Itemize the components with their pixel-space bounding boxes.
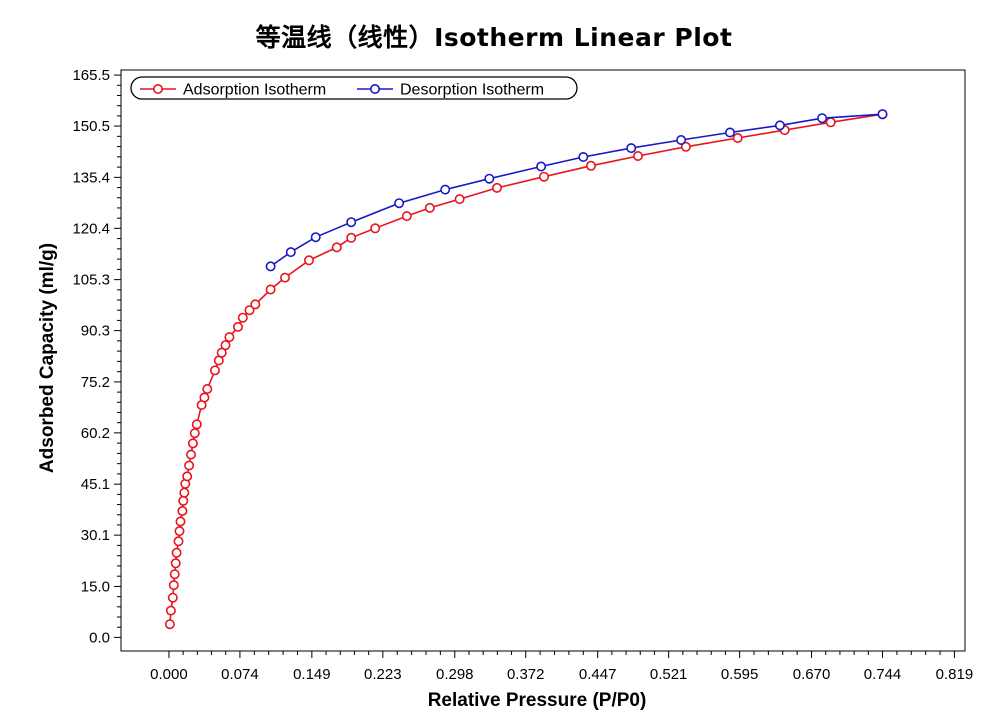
x-tick-label: 0.744 — [864, 666, 902, 683]
adsorption-point — [237, 312, 248, 323]
desorption-point — [346, 217, 357, 228]
adsorption-point — [175, 516, 186, 527]
x-tick-label: 0.819 — [936, 666, 974, 683]
adsorption-point — [170, 558, 181, 569]
adsorption-point — [244, 305, 255, 316]
x-tick-label: 0.372 — [507, 666, 545, 683]
legend-label-adsorption: Adsorption Isotherm — [183, 82, 326, 99]
adsorption-point — [179, 487, 190, 498]
adsorption-point — [585, 160, 596, 171]
adsorption-point — [265, 284, 276, 295]
desorption-point — [676, 135, 687, 146]
adsorption-point — [250, 299, 261, 310]
series-layer — [164, 109, 888, 630]
adsorption-point — [168, 580, 179, 591]
desorption-point — [484, 173, 495, 184]
y-tick-label: 0.0 — [89, 629, 110, 646]
adsorption-point — [184, 460, 195, 471]
x-tick-label: 0.223 — [364, 666, 402, 683]
adsorption-point — [182, 471, 193, 482]
x-tick-label: 0.298 — [436, 666, 474, 683]
desorption-point — [440, 184, 451, 195]
y-tick-label: 75.2 — [81, 374, 110, 391]
adsorption-point — [279, 272, 290, 283]
adsorption-point — [303, 255, 314, 266]
y-tick-label: 30.1 — [81, 527, 110, 544]
x-tick-label: 0.000 — [150, 666, 188, 683]
y-axis-title: Adsorbed Capacity (ml/g) — [37, 243, 58, 473]
legend-box — [130, 76, 578, 100]
x-tick-label: 0.670 — [793, 666, 831, 683]
y-tick-label: 135.4 — [72, 169, 110, 186]
adsorption-point — [186, 449, 197, 460]
y-tick-label: 90.3 — [81, 323, 110, 340]
adsorption-point — [177, 505, 188, 516]
adsorption-point — [401, 211, 412, 222]
desorption-point — [536, 161, 547, 172]
y-tick-label: 120.4 — [72, 220, 110, 237]
adsorption-point — [164, 619, 175, 630]
desorption-point — [877, 109, 888, 120]
legend-marker-desorption — [369, 84, 380, 95]
x-axis: 0.000 0.074 0.149 0.223 0.298 0.372 0.447 0.521… — [150, 651, 973, 683]
y-tick-label: 150.5 — [72, 118, 110, 135]
adsorption-point — [825, 117, 836, 128]
adsorption-point — [169, 569, 180, 580]
y-tick-label: 60.2 — [81, 425, 110, 442]
desorption-point — [285, 247, 296, 258]
x-axis-title: Relative Pressure (P/P0) — [428, 690, 647, 711]
adsorption-point — [491, 182, 502, 193]
adsorption-point — [210, 365, 221, 376]
adsorption-point — [178, 495, 189, 506]
adsorption-point — [165, 605, 176, 616]
adsorption-point — [732, 133, 743, 144]
adsorption-point — [171, 547, 182, 558]
y-tick-label: 165.5 — [72, 67, 110, 84]
desorption-point — [724, 127, 735, 138]
plot-area — [120, 69, 966, 652]
adsorption-point — [187, 438, 198, 449]
desorption-point — [394, 198, 405, 209]
adsorption-point — [189, 428, 200, 439]
legend: Adsorption Isotherm Desorption Isotherm — [130, 76, 578, 100]
adsorption-point — [680, 141, 691, 152]
adsorption-point — [632, 151, 643, 162]
x-tick-label: 0.595 — [721, 666, 759, 683]
adsorption-point — [454, 194, 465, 205]
adsorption-point — [167, 592, 178, 603]
legend-marker-adsorption — [153, 84, 164, 95]
x-tick-label: 0.149 — [293, 666, 331, 683]
adsorption-point — [224, 332, 235, 343]
chart-title: 等温线（线性）Isotherm Linear Plot — [255, 23, 733, 52]
adsorption-point — [233, 321, 244, 332]
x-tick-label: 0.447 — [579, 666, 617, 683]
adsorption-point — [220, 340, 231, 351]
adsorption-point — [424, 202, 435, 213]
adsorption-point — [331, 242, 342, 253]
x-tick-label: 0.074 — [221, 666, 259, 683]
adsorption-point — [370, 223, 381, 234]
adsorption-point — [199, 392, 210, 403]
adsorption-point — [191, 419, 202, 430]
desorption-point — [265, 261, 276, 272]
y-axis: 0.0 15.0 30.1 45.1 60.2 75.2 90.3 105.3 120.4 135… — [72, 67, 121, 646]
adsorption-point — [216, 347, 227, 358]
desorption-point — [626, 143, 637, 154]
desorption-point — [774, 120, 785, 131]
desorption-point — [817, 113, 828, 124]
adsorption-point — [346, 232, 357, 243]
minor-ticks — [117, 84, 941, 655]
legend-label-desorption: Desorption Isotherm — [400, 82, 544, 99]
y-tick-label: 45.1 — [81, 476, 110, 493]
y-tick-label: 15.0 — [81, 578, 110, 595]
desorption-point — [578, 152, 589, 163]
adsorption-point — [174, 526, 185, 537]
y-tick-label: 105.3 — [72, 272, 110, 289]
desorption-point — [310, 232, 321, 243]
adsorption-point — [202, 383, 213, 394]
x-tick-label: 0.521 — [650, 666, 688, 683]
adsorption-point — [538, 171, 549, 182]
adsorption-point — [173, 536, 184, 547]
